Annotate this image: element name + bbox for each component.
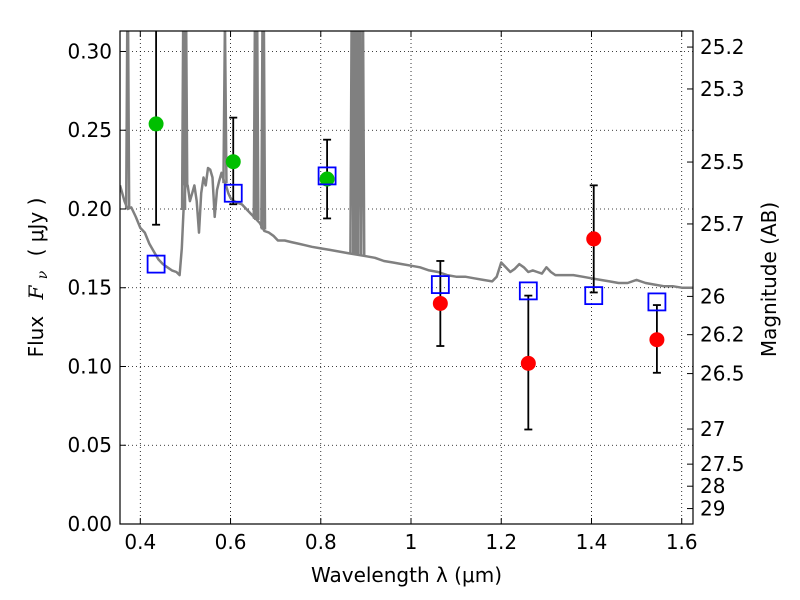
x-tick-label: 1.4 xyxy=(576,530,608,554)
grid-lines xyxy=(120,31,693,525)
y-tick-label: 0.10 xyxy=(67,354,112,378)
y-axis-label-text: Flux xyxy=(24,316,48,358)
x-tick-label: 0.6 xyxy=(215,530,247,554)
red-data-point xyxy=(520,355,536,371)
magnitude-tick-label: 27 xyxy=(700,417,725,441)
model-photometry-square xyxy=(518,281,538,301)
model-photometry-square xyxy=(223,183,243,203)
x-tick-label: 0.8 xyxy=(305,530,337,554)
emission-lines xyxy=(124,31,366,256)
red-data-point xyxy=(586,231,602,247)
model-spectrum-line xyxy=(120,166,693,289)
plot-frame xyxy=(119,30,694,525)
x-tick-label: 1 xyxy=(405,530,418,554)
plot-area xyxy=(120,31,693,289)
emission-line-spike xyxy=(180,31,187,210)
green-data-point xyxy=(148,116,164,132)
emission-line-spike xyxy=(222,31,228,184)
model-photometry-square xyxy=(430,275,450,294)
x-axis-label: Wavelength λ (μm) xyxy=(311,563,502,587)
model-photometry-square xyxy=(146,254,166,274)
y-tick-label: 0.25 xyxy=(67,118,112,142)
emission-line-spike xyxy=(260,31,267,230)
green-data-point xyxy=(225,154,241,170)
emission-line-spike xyxy=(124,31,131,209)
y-tick-label: 0.30 xyxy=(67,39,112,63)
y-axis-label-unit: ( μJy ) xyxy=(24,198,48,257)
y-axis-label-subscript: ν xyxy=(35,270,51,279)
magnitude-tick-label: 25.7 xyxy=(700,212,745,236)
y-tick-label: 0.20 xyxy=(67,197,112,221)
x-tick-label: 1.2 xyxy=(485,530,517,554)
magnitude-tick-label: 25.5 xyxy=(700,150,745,174)
axis-ticks: 0.4 0.6 0.8 1 1.2 1.4 1.6 0.00 0.05 0.10 0.15 0.20 0… xyxy=(67,31,745,554)
red-data-point xyxy=(432,295,448,311)
magnitude-tick-label: 29 xyxy=(700,497,725,521)
magnitude-tick-label: 25.3 xyxy=(700,77,745,101)
magnitude-tick-label: 26.5 xyxy=(700,362,745,386)
model-photometry-square xyxy=(584,286,604,306)
data-markers xyxy=(146,31,667,431)
y-axis-label: Flux F ν ( μJy ) xyxy=(24,198,52,358)
x-tick-label: 0.4 xyxy=(124,530,156,554)
magnitude-tick-label: 26.2 xyxy=(700,323,745,347)
model-photometry-square xyxy=(647,292,667,312)
emission-line-spike xyxy=(254,31,260,221)
magnitude-tick-label: 26 xyxy=(700,284,725,308)
right-axis-label: Magnitude (AB) xyxy=(757,202,781,357)
y-axis-label-symbol: F xyxy=(24,284,48,300)
model-photometry-square xyxy=(317,166,337,186)
emission-line-spike xyxy=(359,31,366,256)
magnitude-tick-label: 27.5 xyxy=(700,452,745,476)
magnitude-tick-label: 28 xyxy=(700,474,725,498)
green-data-point xyxy=(319,171,335,187)
y-tick-label: 0.05 xyxy=(67,433,112,457)
y-tick-label: 0.00 xyxy=(67,512,112,536)
red-data-point xyxy=(649,332,665,348)
x-tick-label: 1.6 xyxy=(666,530,698,554)
magnitude-tick-label: 25.2 xyxy=(700,35,745,59)
y-tick-label: 0.15 xyxy=(67,276,112,300)
